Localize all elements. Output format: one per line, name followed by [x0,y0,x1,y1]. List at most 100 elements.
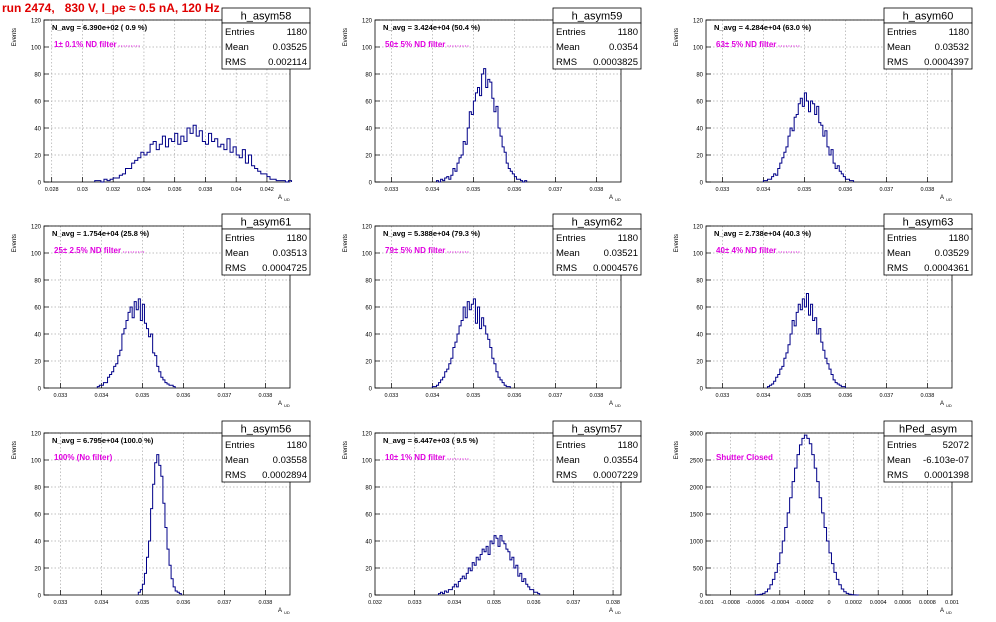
x-tick-label: 0.034 [447,600,461,606]
y-tick-label: 120 [362,225,373,231]
y-tick-label: 0 [700,387,704,393]
x-tick-label: -0.0006 [746,600,765,606]
stats-value: 0.0004361 [924,263,969,274]
y-tick-label: 80 [34,486,41,492]
x-tick-label: 0.033 [716,393,730,399]
y-tick-label: 100 [362,459,373,465]
x-tick-label: 0.036 [177,393,191,399]
y-tick-label: 40 [696,333,703,339]
y-tick-label: 100 [362,46,373,52]
x-tick-label: 0.042 [260,187,274,193]
x-tick-label: 0.034 [757,187,771,193]
x-axis-title: A [278,401,282,407]
y-tick-label: 0 [700,181,704,187]
x-axis-title-subscript: UD [946,403,952,408]
y-tick-label: 40 [365,540,372,546]
stats-value: 0.03525 [273,42,307,53]
stats-label: Mean [556,42,580,53]
stats-value: 1180 [287,440,307,451]
x-tick-label: 0.037 [880,187,894,193]
stats-value: 0.002114 [268,57,307,68]
y-tick-label: 20 [365,154,372,160]
y-tick-label: 1000 [690,540,704,546]
stats-label: RMS [225,470,246,481]
filter-label: 79± 5% ND filter [385,246,445,255]
histogram-panel-h_asym63: 0 20 40 60 80 100 120 0.033 0.034 0.035 0.036 0.037… [674,213,973,408]
y-tick-label: 120 [31,432,42,438]
y-tick-label: 120 [693,225,704,231]
histogram-line [767,293,846,388]
x-axis-title-subscript: UD [284,610,290,615]
x-tick-label: 0.0002 [845,600,862,606]
y-tick-label: 100 [693,46,704,52]
x-tick-label: 0.037 [567,600,581,606]
x-tick-label: 0.038 [606,600,620,606]
stats-value: 0.03554 [604,455,638,466]
stats-value: 0.0002894 [262,470,307,481]
y-axis-title: Events [343,28,349,46]
x-tick-label: 0.035 [467,393,481,399]
y-tick-label: 3000 [690,432,704,438]
x-tick-label: 0.038 [590,187,604,193]
x-tick-label: 0.0008 [919,600,936,606]
x-tick-label: 0.038 [921,187,935,193]
y-tick-label: 0 [38,181,42,187]
x-axis-title-subscript: UD [946,197,952,202]
stats-value: 1180 [618,27,638,38]
stats-value: 0.0354 [609,42,638,53]
y-tick-label: 20 [34,567,41,573]
histogram-line [431,298,511,388]
y-tick-label: 60 [34,306,41,312]
y-tick-label: 60 [365,306,372,312]
histogram-panel-h_asym58: 0 20 40 60 80 100 120 0.028 0.03 0.032 0.034 0.036 0… [12,7,311,202]
x-tick-label: 0.035 [136,600,150,606]
x-axis-title: A [940,195,944,201]
histogram-panel-h_asym60: 0 20 40 60 80 100 120 0.033 0.034 0.035 0.036 0.037… [674,7,973,202]
y-tick-label: 100 [31,46,42,52]
stats-box [221,435,311,483]
stats-value: 1180 [618,233,638,244]
stats-box [552,228,642,276]
y-tick-label: 60 [34,513,41,519]
stats-label: Entries [887,233,917,244]
x-tick-label: -0.001 [698,600,714,606]
x-tick-label: 0.032 [368,600,382,606]
y-tick-label: 20 [696,154,703,160]
stats-value: 0.0003825 [593,57,638,68]
x-tick-label: 0.001 [945,600,959,606]
x-axis-title: A [278,608,282,614]
filter-label: Shutter Closed [716,453,773,462]
y-tick-label: 20 [365,567,372,573]
x-tick-label: 0.033 [54,600,68,606]
stats-value: 0.0007229 [593,470,638,481]
histogram-line [762,92,855,182]
stats-box [883,435,973,483]
x-axis-title-subscript: UD [615,610,621,615]
n-avg-label: N_avg = 6.390e+02 ( 0.9 %) [52,23,148,32]
y-tick-label: 80 [365,279,372,285]
x-tick-label: 0.033 [385,393,399,399]
x-tick-label: 0.037 [218,393,232,399]
stats-box [883,228,973,276]
histogram-panel-h_asym61: 0 20 40 60 80 100 120 0.033 0.034 0.035 0.036 0.037… [12,213,311,408]
y-tick-label: 60 [34,100,41,106]
stats-value: 0.0004397 [924,57,969,68]
y-tick-label: 120 [362,432,373,438]
y-tick-label: 0 [369,594,373,600]
y-axis-title: Events [674,441,680,459]
x-axis-title: A [940,608,944,614]
stats-value: 0.03558 [273,455,307,466]
histogram-name: h_asym60 [903,11,954,23]
stats-label: Mean [887,248,911,259]
x-axis-title-subscript: UD [946,610,952,615]
x-tick-label: 0.036 [508,393,522,399]
stats-label: RMS [225,57,246,68]
x-tick-label: 0.034 [426,393,440,399]
stats-label: RMS [556,57,577,68]
histogram-panel-h_asym57: 0 20 40 60 80 100 120 0.032 0.033 0.034 0.035 0.036… [343,420,642,615]
x-tick-label: 0.036 [177,600,191,606]
x-tick-label: 0.04 [231,187,242,193]
filter-label: 63± 5% ND filter [716,40,776,49]
stats-label: Entries [556,440,586,451]
stats-label: Entries [225,440,255,451]
